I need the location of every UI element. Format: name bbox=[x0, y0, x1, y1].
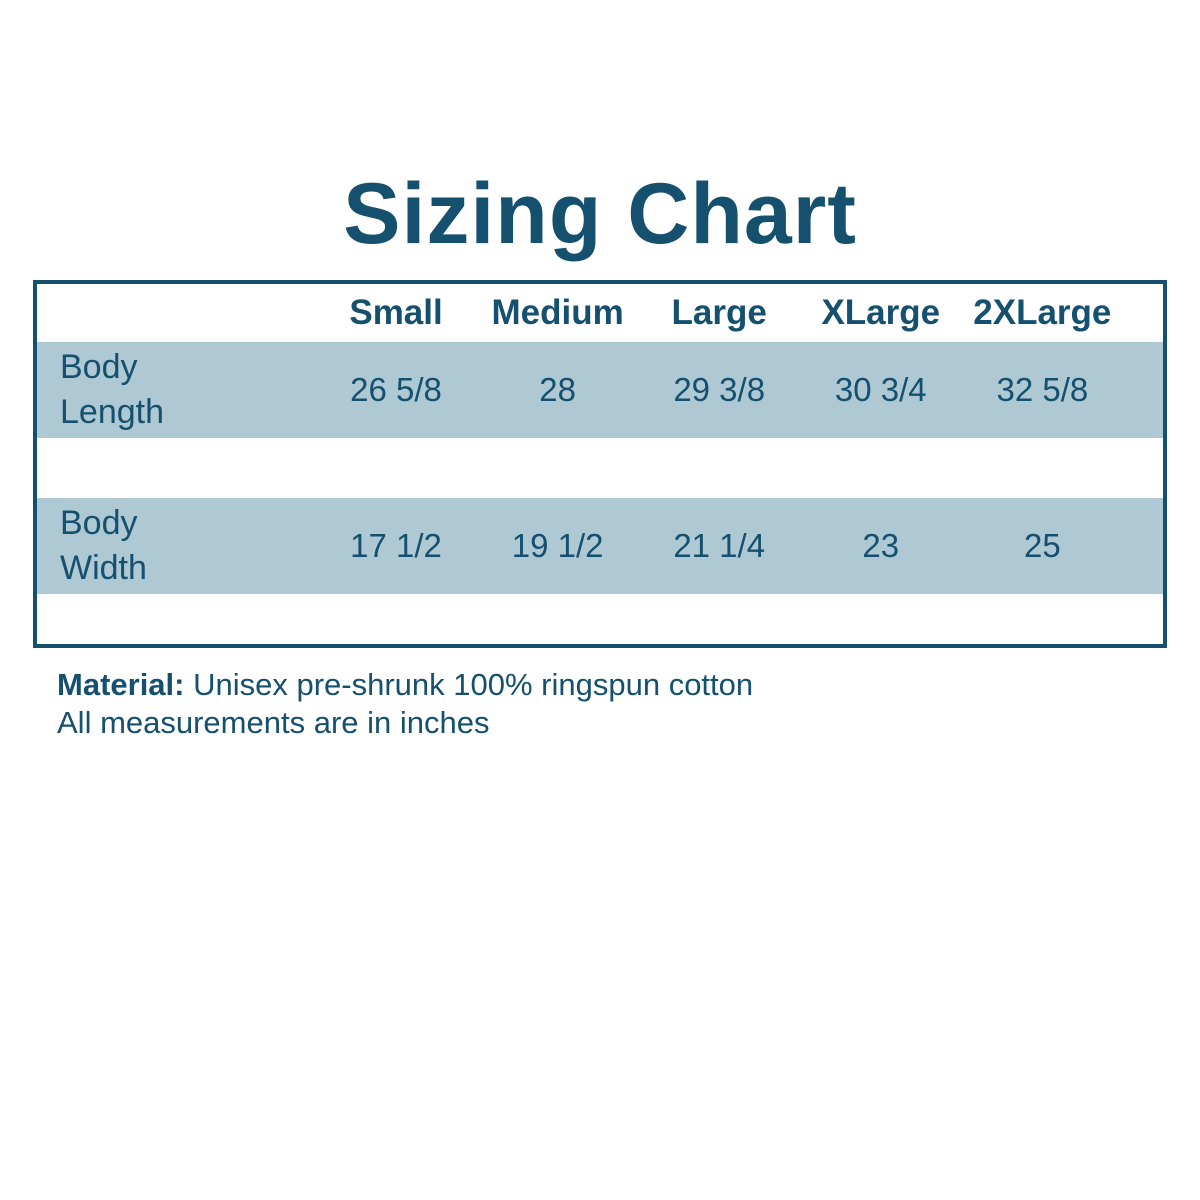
size-header-cell: XLarge bbox=[799, 282, 962, 342]
measurements-note: All measurements are in inches bbox=[57, 705, 490, 740]
table-row: Body Length 26 5/8 28 29 3/8 30 3/4 32 5/8 bbox=[35, 342, 1165, 438]
row-label-cell: Body Width bbox=[35, 498, 316, 594]
header-spacer-cell bbox=[1123, 282, 1165, 342]
size-value-cell: 25 bbox=[961, 498, 1124, 594]
row-label-cell: Body Length bbox=[35, 342, 316, 438]
spacer-cell bbox=[799, 594, 962, 646]
size-header-cell: 2XLarge bbox=[961, 282, 1124, 342]
table-body: Body Length 26 5/8 28 29 3/8 30 3/4 32 5/8 Bod… bbox=[35, 342, 1165, 646]
size-header-cell: Large bbox=[638, 282, 800, 342]
row-label: Body Width bbox=[60, 504, 147, 587]
spacer-row bbox=[35, 594, 1165, 646]
sizing-table: Small Medium Large XLarge 2XLarge Body Lengt… bbox=[33, 280, 1167, 648]
size-value-cell: 30 3/4 bbox=[799, 342, 962, 438]
size-header-row: Small Medium Large XLarge 2XLarge bbox=[35, 282, 1165, 342]
footer-notes: Material: Unisex pre-shrunk 100% ringspu… bbox=[57, 666, 1200, 742]
material-line: Material: Unisex pre-shrunk 100% ringspu… bbox=[57, 666, 1200, 704]
spacer-row bbox=[35, 438, 1165, 498]
material-label: Material: bbox=[57, 667, 185, 702]
spacer-cell bbox=[799, 438, 962, 498]
spacer-cell bbox=[638, 438, 800, 498]
spacer-cell bbox=[35, 438, 316, 498]
row-spacer-cell bbox=[1123, 342, 1165, 438]
row-label: Body Length bbox=[60, 348, 164, 431]
size-value-cell: 26 5/8 bbox=[315, 342, 477, 438]
size-value-cell: 23 bbox=[799, 498, 962, 594]
corner-cell bbox=[35, 282, 316, 342]
spacer-cell bbox=[35, 594, 316, 646]
spacer-cell bbox=[315, 594, 477, 646]
table-header: Small Medium Large XLarge 2XLarge bbox=[35, 282, 1165, 342]
page-title: Sizing Chart bbox=[343, 166, 857, 262]
size-value-cell: 29 3/8 bbox=[638, 342, 800, 438]
spacer-cell bbox=[1123, 438, 1165, 498]
size-value-cell: 19 1/2 bbox=[476, 498, 639, 594]
spacer-cell bbox=[315, 438, 477, 498]
table-row: Body Width 17 1/2 19 1/2 21 1/4 23 25 bbox=[35, 498, 1165, 594]
spacer-cell bbox=[961, 438, 1124, 498]
spacer-cell bbox=[961, 594, 1124, 646]
spacer-cell bbox=[638, 594, 800, 646]
size-value-cell: 21 1/4 bbox=[638, 498, 800, 594]
size-value-cell: 17 1/2 bbox=[315, 498, 477, 594]
row-spacer-cell bbox=[1123, 498, 1165, 594]
spacer-cell bbox=[1123, 594, 1165, 646]
size-header-cell: Medium bbox=[476, 282, 639, 342]
material-value: Unisex pre-shrunk 100% ringspun cotton bbox=[193, 667, 754, 702]
size-header-cell: Small bbox=[315, 282, 477, 342]
spacer-cell bbox=[476, 438, 639, 498]
size-value-cell: 32 5/8 bbox=[961, 342, 1124, 438]
size-value-cell: 28 bbox=[476, 342, 639, 438]
spacer-cell bbox=[476, 594, 639, 646]
